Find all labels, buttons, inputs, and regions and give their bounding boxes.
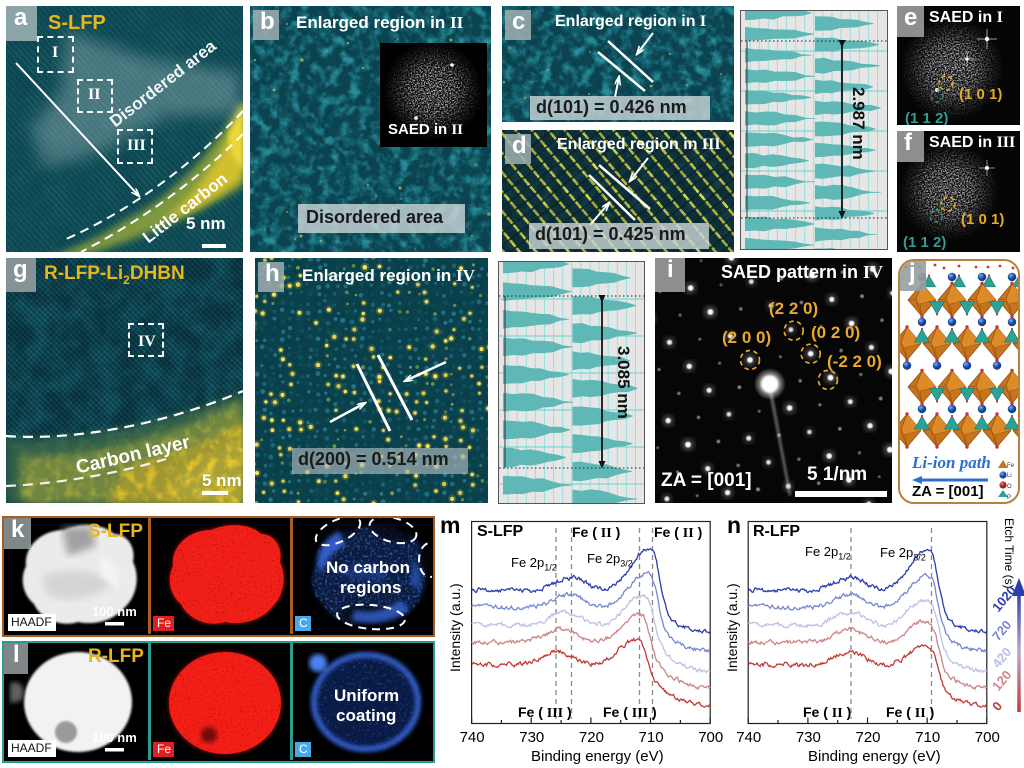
svg-text:O: O (1007, 484, 1012, 490)
svg-text:P: P (1007, 495, 1011, 501)
svg-text:Li: Li (1007, 473, 1012, 479)
svg-text:Fe: Fe (1007, 463, 1015, 469)
